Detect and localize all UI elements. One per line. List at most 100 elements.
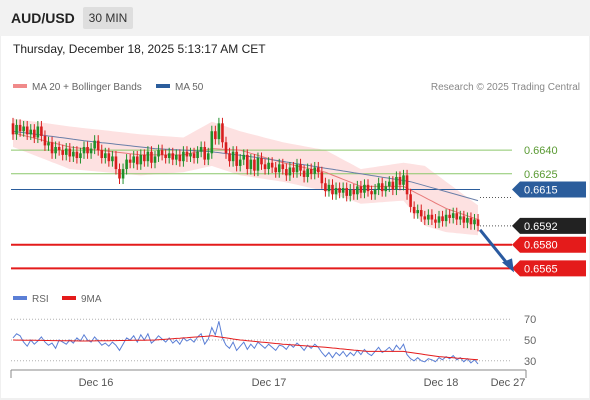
- forecast-arrow-shaft: [478, 228, 510, 266]
- candle-body: [430, 214, 434, 220]
- candle-body: [139, 154, 143, 165]
- candle-body: [114, 156, 118, 170]
- legend-swatch-ma20: [13, 84, 27, 88]
- x-tick-label: Dec 27: [491, 377, 526, 389]
- candle-body: [295, 164, 299, 173]
- candle-body: [473, 219, 476, 225]
- datetime-label: Thursday, December 18, 2025 5:13:17 AM C…: [13, 42, 266, 56]
- candle-body: [419, 210, 423, 217]
- candle-body: [423, 216, 427, 220]
- candle-body: [377, 183, 380, 190]
- candle-body: [132, 156, 135, 163]
- candle-body: [153, 156, 157, 163]
- level-label-0.6592: 0.6592: [524, 221, 558, 233]
- candle-body: [100, 150, 104, 159]
- candle-body: [409, 194, 412, 207]
- candle-body: [281, 164, 285, 170]
- candle-body: [455, 213, 459, 220]
- candle-body: [150, 151, 153, 163]
- candle-body: [75, 151, 79, 159]
- candle-body: [391, 181, 395, 190]
- candle-body: [331, 184, 334, 195]
- candle-body: [167, 153, 171, 159]
- candle-body: [416, 210, 419, 214]
- candle-body: [285, 169, 288, 176]
- candle-body: [104, 153, 107, 159]
- forecast-arrow-head: [502, 258, 514, 273]
- candle-body: [171, 153, 175, 160]
- candle-body: [178, 154, 182, 162]
- candle-body: [395, 176, 398, 190]
- candle-body: [143, 154, 146, 162]
- candle-body: [231, 151, 235, 162]
- candle-body: [203, 146, 206, 160]
- candle-body: [107, 153, 111, 162]
- symbol-title: AUD/USD: [11, 10, 75, 26]
- x-tick-label: Dec 16: [79, 377, 114, 389]
- candle-body: [15, 124, 18, 135]
- candle-body: [79, 153, 82, 159]
- candle-body: [125, 159, 128, 170]
- candle-body: [324, 183, 327, 192]
- candle-body: [359, 186, 363, 193]
- candle-body: [370, 191, 373, 195]
- candle-body: [388, 181, 391, 187]
- candle-body: [459, 216, 462, 220]
- candle-body: [242, 154, 246, 160]
- timeframe-button[interactable]: 30 MIN: [83, 7, 133, 29]
- candle-body: [356, 186, 359, 195]
- candle-body: [199, 146, 203, 152]
- candle-body: [437, 216, 441, 223]
- candle-body: [228, 153, 231, 162]
- candle-body: [320, 172, 324, 184]
- legend-swatch-9ma: [62, 296, 76, 300]
- candle-body: [380, 183, 384, 192]
- candle-body: [306, 169, 309, 177]
- candle-body: [18, 124, 22, 132]
- candle-body: [25, 126, 29, 135]
- candle-body: [210, 131, 214, 154]
- candle-body: [246, 154, 249, 170]
- candle-body: [111, 156, 114, 162]
- level-label-0.6625: 0.6625: [524, 169, 558, 181]
- chart-panel: [1, 36, 589, 398]
- candle-body: [373, 189, 377, 195]
- level-tag-0.6615: [512, 181, 586, 198]
- rsi-tick-30: 30: [524, 356, 536, 368]
- candle-body: [338, 187, 341, 193]
- candle-body: [182, 151, 185, 162]
- candle-body: [277, 164, 281, 173]
- header-bar: AUD/USD 30 MIN: [0, 0, 590, 36]
- candle-body: [175, 154, 178, 160]
- candle-body: [217, 123, 221, 140]
- candle-body: [68, 148, 72, 157]
- candle-body: [341, 187, 345, 193]
- candle-body: [43, 135, 47, 146]
- candle-body: [249, 159, 253, 170]
- candle-body: [238, 159, 242, 166]
- credit-label: Research © 2025 Trading Central: [431, 82, 580, 93]
- candle-body: [260, 158, 263, 165]
- candle-body: [33, 129, 36, 138]
- candle-body: [366, 184, 370, 192]
- candle-body: [72, 151, 75, 157]
- rsi-line: [12, 321, 479, 365]
- candle-body: [57, 146, 61, 151]
- candle-body: [128, 159, 132, 163]
- candle-body: [224, 142, 228, 154]
- candle-body: [348, 189, 352, 196]
- candle-body: [476, 219, 480, 226]
- candle-body: [164, 154, 167, 159]
- level-tag-0.6592: [512, 217, 586, 234]
- candle-body: [189, 153, 192, 157]
- candle-body: [185, 151, 189, 157]
- candle-body: [309, 169, 313, 174]
- candle-body: [96, 140, 100, 151]
- candle-body: [146, 151, 150, 162]
- x-tick-label: Dec 18: [424, 377, 459, 389]
- candle-body: [214, 131, 217, 140]
- candle-body: [61, 150, 64, 155]
- candle-body: [363, 184, 366, 193]
- rsi-tick-70: 70: [524, 314, 536, 326]
